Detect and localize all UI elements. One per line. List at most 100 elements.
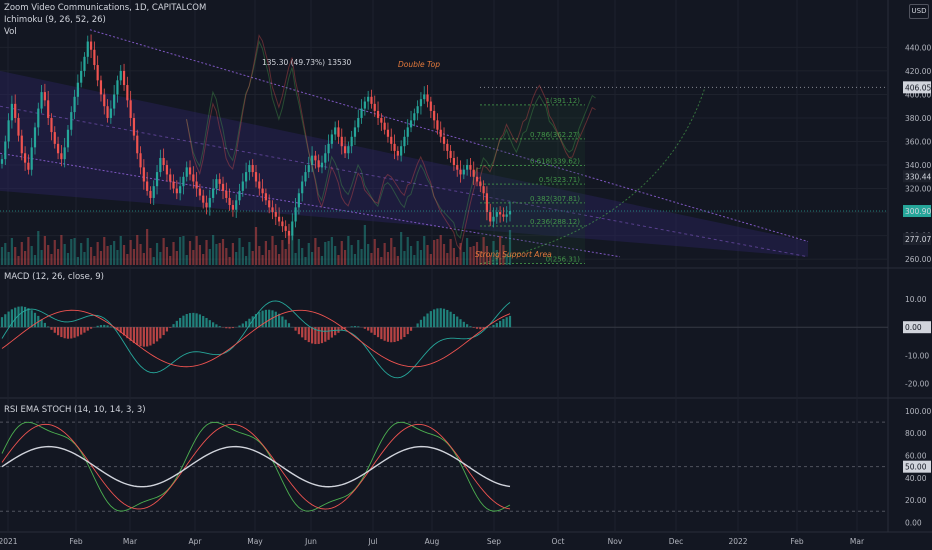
volume-bar: [195, 236, 198, 265]
y-tick-label: 360.00: [905, 138, 931, 147]
macd-histogram-bar: [159, 327, 162, 339]
candle-body: [373, 103, 376, 111]
candle-body: [396, 150, 399, 156]
macd-histogram-bar: [475, 327, 479, 329]
volume-bar: [347, 236, 350, 265]
candle-body: [63, 147, 66, 160]
rsi-tick-label: 60.00: [905, 452, 927, 461]
macd-histogram-bar: [172, 324, 175, 328]
candle-body: [314, 155, 317, 161]
volume-bar: [231, 243, 235, 265]
x-tick-label: Aug: [425, 537, 440, 546]
volume-bar: [20, 242, 23, 265]
volume-bar: [165, 247, 169, 265]
fib-level-label: 0(256.31): [546, 255, 581, 263]
support-annotation: Strong Support Area: [475, 250, 552, 259]
macd-histogram-bar: [469, 326, 472, 328]
candle-body: [37, 108, 40, 128]
macd-histogram-bar: [367, 327, 370, 331]
volume-bar: [215, 244, 218, 265]
volume-bar: [363, 225, 366, 265]
volume-bar: [17, 256, 20, 265]
volume-bar: [93, 256, 96, 265]
volume-bar: [192, 250, 195, 265]
macd-value-label: 0.00: [905, 323, 922, 332]
macd-histogram-bar: [146, 327, 149, 347]
channel-upper-line: [89, 29, 809, 242]
candle-body: [261, 188, 264, 194]
candle-body: [248, 165, 251, 173]
macd-histogram-bar: [225, 327, 228, 329]
macd-histogram-bar: [363, 327, 366, 329]
candle-body: [423, 94, 426, 100]
y-tick-label: 420.00: [905, 67, 931, 76]
candle-body: [462, 169, 465, 175]
candle-body: [17, 117, 20, 136]
volume-bar: [403, 251, 406, 265]
candle-body: [429, 101, 432, 111]
macd-histogram-bar: [80, 327, 83, 335]
candle-body: [324, 153, 327, 163]
macd-histogram-bar: [99, 325, 103, 328]
volume-bar: [334, 246, 337, 265]
volume-bar: [4, 243, 7, 265]
candle-body: [482, 186, 485, 194]
volume-bar: [241, 247, 244, 265]
macd-histogram-bar: [169, 327, 172, 328]
macd-histogram-bar: [205, 317, 208, 328]
candle-body: [380, 117, 383, 123]
candle-body: [499, 212, 502, 215]
candle-body: [188, 167, 192, 175]
macd-histogram-bar: [419, 319, 423, 328]
macd-histogram-bar: [30, 310, 33, 328]
rsi-tick-label: 80.00: [905, 429, 927, 438]
candle-body: [165, 165, 169, 175]
macd-histogram-bar: [416, 323, 419, 328]
macd-histogram-bar: [238, 325, 241, 328]
volume-bar: [30, 246, 33, 265]
candle-body: [287, 230, 291, 236]
volume-bar: [310, 252, 314, 265]
x-tick-label: Mar: [123, 537, 138, 546]
currency-badge[interactable]: USD: [909, 4, 929, 19]
candle-body: [159, 157, 162, 173]
volume-bar: [122, 245, 126, 265]
candle-body: [442, 136, 446, 144]
volume-bar: [73, 238, 76, 265]
volume-bar: [274, 245, 277, 265]
candle-body: [86, 41, 89, 57]
macd-histogram-bar: [334, 327, 337, 336]
macd-histogram-bar: [142, 327, 145, 347]
macd-histogram-bar: [472, 327, 475, 328]
macd-tick-label: -20.00: [905, 380, 929, 389]
macd-histogram-bar: [96, 325, 99, 328]
volume-bar: [116, 250, 119, 265]
candle-body: [419, 99, 423, 107]
macd-histogram-bar: [129, 327, 132, 341]
x-tick-label: Apr: [189, 537, 203, 546]
macd-histogram-bar: [89, 327, 93, 329]
macd-histogram-bar: [202, 316, 205, 328]
macd-histogram-bar: [56, 327, 60, 336]
macd-histogram-bar: [149, 327, 152, 346]
volume-bar: [228, 257, 231, 265]
candle-body: [4, 141, 7, 160]
volume-bar: [99, 251, 103, 265]
macd-histogram-bar: [103, 324, 106, 328]
macd-histogram-bar: [53, 327, 56, 333]
macd-histogram-bar: [317, 327, 320, 344]
candle-body: [436, 120, 439, 130]
volume-bar: [508, 230, 512, 265]
volume-bar: [380, 257, 383, 265]
candle-body: [310, 155, 314, 166]
volume-bar: [340, 241, 343, 265]
macd-histogram-bar: [175, 320, 178, 328]
volume-bar: [258, 246, 261, 265]
volume-bar: [350, 245, 353, 265]
macd-histogram-bar: [126, 327, 129, 339]
candle-body: [126, 85, 129, 101]
candle-body: [340, 136, 343, 147]
volume-bar: [83, 252, 86, 265]
volume-bar: [63, 244, 66, 265]
